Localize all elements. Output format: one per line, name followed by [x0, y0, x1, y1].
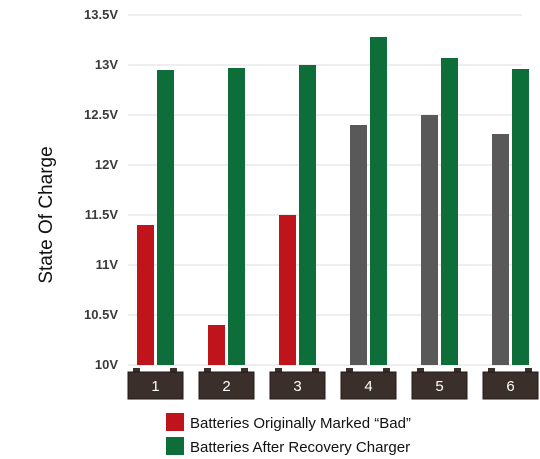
battery-terminal-left — [275, 368, 282, 374]
battery-body — [269, 371, 326, 400]
bar-before-charge — [492, 134, 509, 365]
legend-swatch — [166, 437, 184, 455]
battery-terminal-left — [346, 368, 353, 374]
bar-before-charge — [208, 325, 225, 365]
battery-label: 4 — [340, 368, 397, 400]
y-axis-ticks: 10V 10.5V 11V 11.5V 12V 12.5V 13V 13.5V — [84, 7, 118, 372]
battery-label: 2 — [198, 368, 255, 400]
battery-terminal-right — [241, 368, 248, 374]
battery-terminal-right — [312, 368, 319, 374]
battery-body — [198, 371, 255, 400]
legend: Batteries Originally Marked “Bad” Batteri… — [166, 413, 411, 456]
battery-terminal-left — [488, 368, 495, 374]
battery-label: 1 — [127, 368, 184, 400]
y-tick-label: 12.5V — [84, 107, 118, 122]
category-label: 5 — [435, 378, 443, 395]
battery-terminal-right — [525, 368, 532, 374]
battery-body — [127, 371, 184, 400]
y-tick-label: 12V — [95, 157, 118, 172]
y-tick-label: 13V — [95, 57, 118, 72]
y-tick-label: 10.5V — [84, 307, 118, 322]
bar-before-charge — [137, 225, 154, 365]
battery-body — [340, 371, 397, 400]
battery-label: 6 — [482, 368, 539, 400]
category-label: 1 — [151, 378, 159, 395]
legend-swatch — [166, 413, 184, 431]
legend-item: Batteries After Recovery Charger — [166, 437, 410, 456]
category-label: 6 — [506, 378, 514, 395]
gridlines — [128, 14, 522, 366]
legend-label: Batteries Originally Marked “Bad” — [190, 415, 411, 432]
y-tick-label: 13.5V — [84, 7, 118, 22]
bar-after-charge — [512, 69, 529, 365]
bar-before-charge — [421, 115, 438, 365]
battery-label: 5 — [411, 368, 468, 400]
battery-body — [411, 371, 468, 400]
y-tick-label: 11.5V — [85, 207, 119, 222]
y-tick-label: 11V — [96, 257, 119, 272]
battery-terminal-left — [204, 368, 211, 374]
y-axis-label: State Of Charge — [36, 146, 57, 283]
bar-after-charge — [441, 58, 458, 365]
battery-terminal-right — [454, 368, 461, 374]
bar-after-charge — [299, 65, 316, 365]
bar-after-charge — [157, 70, 174, 365]
battery-body — [482, 371, 539, 400]
bar-before-charge — [350, 125, 367, 365]
bar-after-charge — [370, 37, 387, 365]
category-label: 4 — [364, 378, 372, 395]
bars — [137, 37, 529, 365]
battery-terminal-left — [417, 368, 424, 374]
battery-terminal-right — [383, 368, 390, 374]
y-tick-label: 10V — [95, 357, 118, 372]
legend-item: Batteries Originally Marked “Bad” — [166, 413, 411, 432]
legend-label: Batteries After Recovery Charger — [190, 439, 410, 456]
category-label: 2 — [222, 378, 230, 395]
battery-terminal-left — [133, 368, 140, 374]
battery-label: 3 — [269, 368, 326, 400]
bar-after-charge — [228, 68, 245, 365]
battery-terminal-right — [170, 368, 177, 374]
battery-category-labels: 1 2 3 4 5 6 — [127, 368, 539, 400]
bar-before-charge — [279, 215, 296, 365]
category-label: 3 — [293, 378, 301, 395]
